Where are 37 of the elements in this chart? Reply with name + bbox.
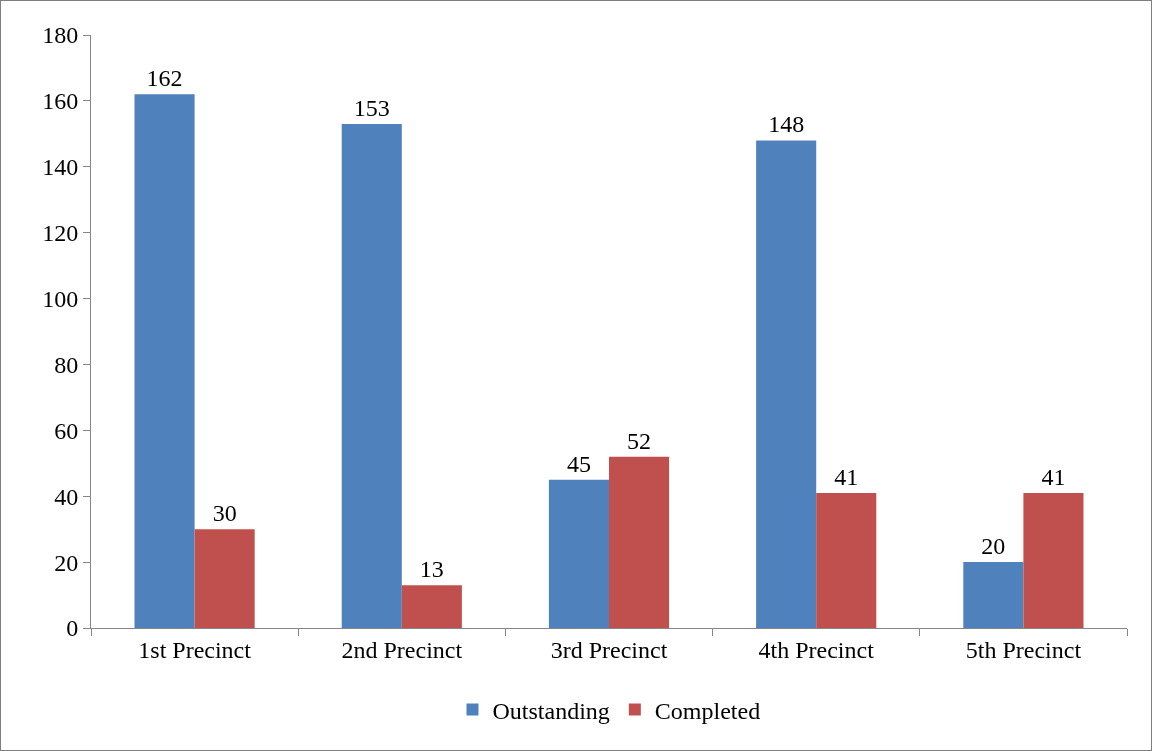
- data-label: 13: [419, 556, 444, 583]
- bar: [609, 456, 670, 628]
- data-label: 148: [768, 111, 805, 138]
- data-label: 20: [981, 533, 1006, 560]
- x-tick-label: 4th Precinct: [758, 636, 875, 663]
- y-tick-label: 120: [42, 220, 79, 247]
- y-tick-label: 40: [54, 483, 79, 510]
- data-label: 45: [566, 450, 591, 477]
- legend-label: Completed: [654, 697, 761, 724]
- y-tick-label: 0: [66, 615, 79, 642]
- x-tick-label: 1st Precinct: [138, 636, 252, 663]
- y-tick-label: 140: [42, 154, 79, 181]
- legend-label: Outstanding: [492, 697, 610, 724]
- data-label: 41: [834, 463, 859, 490]
- y-tick-label: 160: [42, 88, 79, 115]
- y-tick-label: 100: [42, 285, 79, 312]
- x-tick-label: 2nd Precinct: [341, 636, 463, 663]
- data-label: 52: [627, 427, 652, 454]
- bar: [341, 123, 402, 628]
- bar: [194, 529, 255, 628]
- bar: [963, 562, 1024, 628]
- bar: [401, 585, 462, 628]
- bar: [134, 94, 195, 628]
- data-label: 153: [353, 94, 390, 121]
- data-label: 162: [146, 65, 183, 92]
- y-tick-label: 20: [54, 549, 79, 576]
- data-label: 41: [1041, 463, 1066, 490]
- x-tick-label: 5th Precinct: [965, 636, 1082, 663]
- bar: [548, 479, 609, 628]
- bar: [816, 492, 877, 628]
- x-tick-label: 3rd Precinct: [550, 636, 668, 663]
- y-tick-label: 180: [42, 22, 79, 49]
- bar: [756, 140, 817, 628]
- y-tick-label: 60: [54, 417, 79, 444]
- y-tick-label: 80: [54, 351, 79, 378]
- data-label: 30: [212, 500, 237, 527]
- bar: [1023, 492, 1084, 628]
